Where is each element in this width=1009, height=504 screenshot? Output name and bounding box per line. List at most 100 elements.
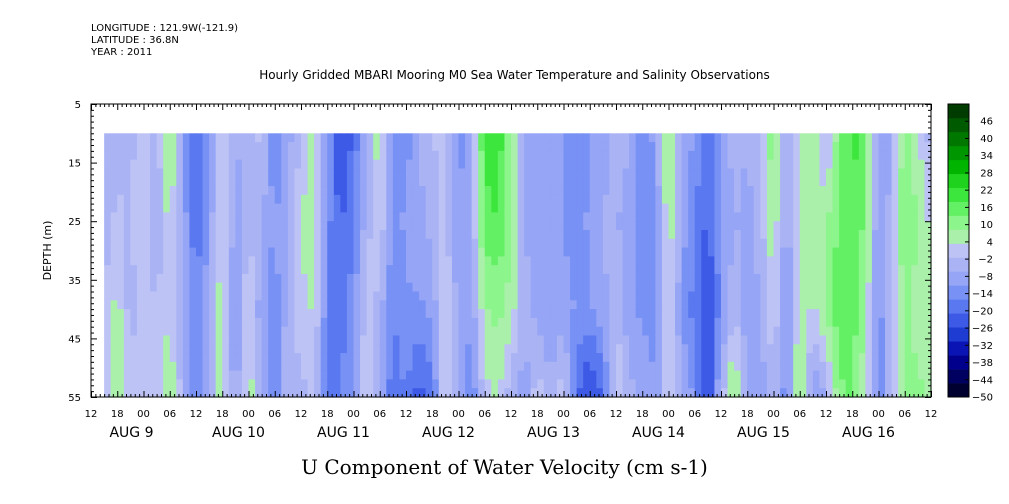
heatmap-cell xyxy=(117,361,125,372)
heatmap-cell xyxy=(307,335,315,345)
heatmap-cell xyxy=(458,177,466,187)
heatmap-cell xyxy=(235,370,243,381)
heatmap-cell xyxy=(478,317,486,328)
heatmap-cell xyxy=(602,370,611,381)
heatmap-cell xyxy=(465,353,473,363)
heatmap-cell xyxy=(832,335,840,345)
heatmap-cell xyxy=(353,194,361,205)
heatmap-cell xyxy=(622,317,630,328)
heatmap-cell xyxy=(845,142,853,152)
heatmap-cell xyxy=(583,309,591,319)
heatmap-cell xyxy=(491,361,499,372)
heatmap-cell xyxy=(826,142,834,152)
heatmap-cell xyxy=(320,256,328,266)
heatmap-cell xyxy=(406,309,414,319)
heatmap-cell xyxy=(327,273,335,284)
heatmap-cell xyxy=(629,317,637,328)
heatmap-cell xyxy=(320,142,328,152)
heatmap-cell xyxy=(143,247,151,257)
heatmap-cell xyxy=(563,194,571,205)
heatmap-cell xyxy=(556,361,565,372)
heatmap-cell xyxy=(543,273,551,284)
heatmap-cell xyxy=(747,326,755,337)
heatmap-cell xyxy=(734,186,742,196)
heatmap-cell xyxy=(235,353,243,363)
heatmap-cell xyxy=(366,238,374,249)
heatmap-cell xyxy=(235,186,243,196)
heatmap-cell xyxy=(655,238,663,249)
heatmap-cell xyxy=(570,326,578,337)
heatmap-cell xyxy=(721,221,729,231)
heatmap-cell xyxy=(268,212,276,222)
heatmap-cell xyxy=(661,361,670,372)
heatmap-cell xyxy=(406,194,414,205)
heatmap-cell xyxy=(491,256,499,266)
heatmap-cell xyxy=(209,265,217,275)
heatmap-cell xyxy=(314,133,322,143)
heatmap-cell xyxy=(924,142,932,152)
heatmap-cell xyxy=(799,344,807,354)
heatmap-cell xyxy=(609,388,617,398)
colorbar-swatch xyxy=(948,104,969,119)
heatmap-cell xyxy=(261,273,269,284)
heatmap-cell xyxy=(517,353,525,363)
heatmap-cell xyxy=(228,256,236,266)
heatmap-cell xyxy=(392,300,401,310)
heatmap-cell xyxy=(707,273,716,284)
heatmap-cell xyxy=(451,256,460,266)
heatmap-cell xyxy=(484,353,492,363)
heatmap-cell xyxy=(799,168,807,178)
heatmap-cell xyxy=(241,247,250,257)
heatmap-cell xyxy=(622,247,630,257)
heatmap-cell xyxy=(333,353,341,363)
heatmap-cell xyxy=(399,194,407,205)
heatmap-cell xyxy=(425,300,433,310)
heatmap-cell xyxy=(136,388,145,398)
heatmap-cell xyxy=(222,238,230,249)
heatmap-cell xyxy=(123,282,131,293)
heatmap-cell xyxy=(196,212,204,222)
heatmap-cell xyxy=(766,212,775,222)
heatmap-cell xyxy=(530,388,538,398)
heatmap-cell xyxy=(589,335,597,345)
heatmap-cell xyxy=(852,326,860,337)
heatmap-cell xyxy=(241,353,250,363)
heatmap-cell xyxy=(793,370,801,381)
heatmap-cell xyxy=(504,361,512,372)
heatmap-cell xyxy=(773,212,781,222)
heatmap-cell xyxy=(346,344,355,354)
heatmap-cell xyxy=(110,344,118,354)
heatmap-cell xyxy=(773,186,781,196)
heatmap-cell xyxy=(392,317,401,328)
heatmap-cell xyxy=(524,370,532,381)
heatmap-cell xyxy=(642,247,650,257)
heatmap-cell xyxy=(465,203,473,214)
heatmap-cell xyxy=(898,247,906,257)
heatmap-cell xyxy=(222,273,230,284)
heatmap-cell xyxy=(169,273,177,284)
heatmap-cell xyxy=(176,309,184,319)
heatmap-cell xyxy=(346,194,355,205)
heatmap-cell xyxy=(346,142,355,152)
heatmap-cell xyxy=(609,186,617,196)
heatmap-cell xyxy=(707,142,716,152)
heatmap-cell xyxy=(458,326,466,337)
heatmap-cell xyxy=(333,282,341,293)
heatmap-cell xyxy=(793,238,801,249)
heatmap-cell xyxy=(458,168,466,178)
heatmap-cell xyxy=(419,133,427,143)
heatmap-cell xyxy=(504,212,512,222)
heatmap-cell xyxy=(602,221,611,231)
heatmap-cell xyxy=(360,361,368,372)
heatmap-cell xyxy=(491,344,499,354)
heatmap-cell xyxy=(412,212,420,222)
heatmap-cell xyxy=(537,186,545,196)
heatmap-cell xyxy=(688,344,696,354)
heatmap-cell xyxy=(333,229,341,240)
heatmap-cell xyxy=(891,221,899,231)
heatmap-cell xyxy=(734,203,742,214)
heatmap-cell xyxy=(268,291,276,301)
heatmap-cell xyxy=(307,265,315,275)
heatmap-cell xyxy=(721,186,729,196)
